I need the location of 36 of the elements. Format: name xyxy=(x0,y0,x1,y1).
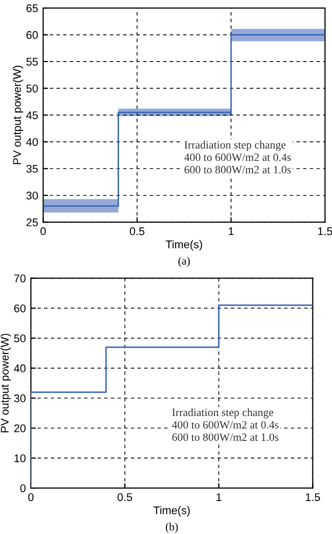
y-tick-label: 70 xyxy=(14,274,26,282)
y-tick-label: 40 xyxy=(14,364,26,372)
y-tick-label: 0 xyxy=(20,484,26,492)
y-tick-label: 55 xyxy=(26,58,38,66)
y-tick-label: 10 xyxy=(14,454,26,462)
x-tick-label: 1 xyxy=(216,493,222,501)
x-tick-label: 0.5 xyxy=(118,493,132,502)
annotation: Irradiation step change xyxy=(184,140,286,151)
y-axis-title: PV output power(W) xyxy=(0,334,11,432)
annotation: 600 to 800W/m2 at 1.0s xyxy=(184,166,291,174)
annotation: 400 to 600W/m2 at 0.4s xyxy=(184,154,291,162)
text: (b) xyxy=(166,522,178,533)
x-axis-title: Time(s) xyxy=(166,240,202,250)
y-tick-label: 20 xyxy=(14,424,26,432)
annotation: 400 to 600W/m2 at 0.4s xyxy=(172,421,278,429)
y-tick-label: 60 xyxy=(26,31,38,39)
x-axis-title: Time(s) xyxy=(153,506,190,516)
x-tick-label: 1 xyxy=(228,227,234,236)
y-tick-label: 30 xyxy=(26,192,38,200)
annotation: Irradiation step change xyxy=(172,408,274,418)
x-tick-label: 0 xyxy=(40,227,46,236)
y-tick-label: 35 xyxy=(26,164,38,173)
y-axis-title: PV output power(W) xyxy=(12,66,24,164)
y-tick-label: 50 xyxy=(26,84,38,92)
annotation: 600 to 800W/m2 at 1.0s xyxy=(172,433,278,442)
y-tick-label: 60 xyxy=(14,304,26,312)
x-tick-label: 0.5 xyxy=(130,227,144,236)
x-tick-label: 1.5 xyxy=(306,493,320,502)
y-tick-label: 25 xyxy=(26,218,38,226)
y-tick-label: 45 xyxy=(26,111,38,120)
text: (a) xyxy=(178,256,190,267)
y-tick-label: 40 xyxy=(26,138,38,146)
y-tick-label: 50 xyxy=(14,334,26,342)
y-tick-label: 30 xyxy=(14,394,26,402)
x-tick-label: 1.5 xyxy=(318,227,332,236)
y-tick-label: 65 xyxy=(26,4,38,12)
